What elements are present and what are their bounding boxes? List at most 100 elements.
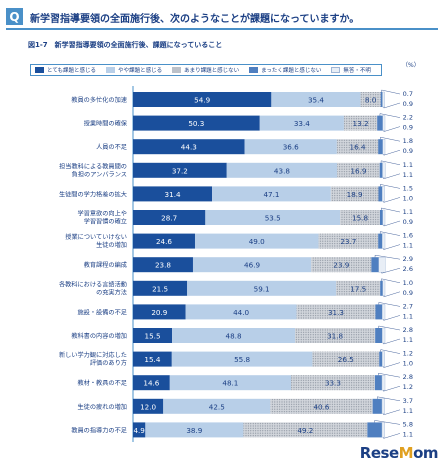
bar-segment — [382, 162, 386, 179]
bar-segment — [163, 398, 271, 414]
bar-segment — [318, 233, 379, 249]
data-label: 15.4 — [144, 355, 160, 364]
bar-segment — [133, 233, 195, 249]
bar-segment — [194, 233, 319, 249]
unit-label: （%） — [402, 62, 420, 69]
bar-segment — [259, 115, 344, 131]
bar-segment — [330, 186, 379, 202]
bar-segment — [185, 304, 297, 320]
category-label: 教員の多忙化の加速 — [71, 96, 127, 104]
bar-segment — [382, 209, 386, 226]
leader-line — [380, 231, 401, 236]
bar-segment — [379, 351, 383, 367]
leader-line — [374, 420, 401, 425]
bar-segment — [378, 257, 386, 273]
data-label: 59.1 — [254, 284, 270, 293]
data-label-noanswer: 1.1 — [403, 242, 413, 250]
legend-swatch-somewhat — [106, 67, 116, 73]
data-label-none: 1.0 — [403, 279, 413, 287]
category-label: 授業についていけない — [65, 233, 127, 241]
data-label: 33.4 — [294, 119, 310, 128]
data-label-noanswer: 1.2 — [403, 383, 413, 391]
data-label: 21.5 — [152, 284, 168, 293]
data-label-none: 1.5 — [403, 184, 413, 192]
bar-segment — [291, 375, 375, 391]
chart-legend: とても課題と感じる やや課題と感じる あまり課題と感じない まったく課題と感じな… — [30, 64, 382, 76]
bar-segment — [382, 233, 386, 249]
data-label: 16.4 — [350, 143, 366, 152]
category-label: 人員の不足 — [96, 144, 127, 151]
leader-line — [383, 315, 401, 321]
leader-line — [381, 207, 401, 213]
data-label-none: 2.2 — [403, 114, 413, 122]
legend-item: 無答・不明 — [331, 66, 371, 74]
bar-segment — [374, 375, 382, 391]
category-label: 各教科における言語活動 — [59, 280, 127, 288]
data-label: 23.8 — [155, 261, 171, 270]
data-label-noanswer: 1.1 — [403, 407, 413, 415]
bar-segment — [271, 92, 361, 107]
bar-segment — [169, 375, 292, 391]
header-divider — [6, 28, 438, 30]
data-label: 15.5 — [145, 332, 161, 341]
leader-line — [374, 254, 401, 260]
bar-segment — [375, 328, 383, 343]
legend-label: とても課題と感じる — [47, 68, 97, 74]
data-label: 48.8 — [226, 332, 242, 341]
data-label-none: 1.2 — [403, 350, 413, 358]
data-label-none: 0.7 — [403, 90, 413, 98]
leader-line — [383, 409, 401, 416]
legend-label: まったく課題と感じない — [261, 68, 322, 74]
leader-line — [383, 291, 401, 298]
legend-swatch-noanswer — [331, 67, 341, 73]
data-label: 23.9 — [333, 261, 349, 270]
bar-segment — [343, 115, 378, 131]
data-label-none: 5.8 — [403, 420, 413, 428]
bar-segment — [226, 162, 338, 178]
data-label-noanswer: 2.6 — [403, 265, 413, 273]
leader-line — [381, 268, 401, 274]
legend-swatch-none — [249, 67, 259, 73]
data-label: 14.6 — [143, 379, 159, 388]
bar-segment — [133, 304, 186, 320]
leader-line — [383, 386, 401, 392]
data-label: 35.4 — [308, 96, 324, 105]
bar-segment — [378, 233, 383, 249]
bar-segment — [379, 210, 383, 225]
bar-segment — [382, 91, 385, 108]
question-badge: Q — [6, 8, 23, 25]
bar-segment — [367, 422, 382, 438]
leader-line — [383, 150, 401, 156]
category-label: 教育課程の編成 — [84, 261, 127, 269]
bar-segment — [378, 139, 383, 155]
leader-line — [383, 362, 401, 368]
category-label: 授業時間の確保 — [84, 120, 128, 128]
bar-segment — [133, 375, 170, 391]
data-label: 26.5 — [338, 355, 354, 364]
leader-line — [379, 113, 401, 118]
data-label: 31.8 — [327, 332, 343, 341]
leader-line — [380, 160, 401, 165]
data-label-none: 1.1 — [403, 161, 413, 169]
legend-item: やや課題と感じる — [106, 66, 162, 74]
data-label-none: 2.7 — [403, 302, 413, 310]
bar-segment — [381, 398, 385, 414]
data-label-none: 1.6 — [403, 232, 413, 240]
bar-segment — [172, 328, 296, 343]
bar-segment — [133, 422, 146, 438]
data-label: 42.5 — [209, 402, 225, 411]
leader-line — [381, 278, 401, 283]
bar-segment — [375, 304, 383, 320]
bar-segment — [133, 210, 206, 225]
data-label: 49.0 — [249, 237, 265, 246]
category-label: 教材・教具の不足 — [78, 379, 128, 387]
bar-segment — [133, 186, 213, 202]
bar-segment — [171, 351, 313, 367]
data-label: 8.0 — [365, 96, 377, 105]
bar-segment — [295, 328, 376, 343]
bar-segment — [311, 257, 372, 273]
bar-segment — [336, 139, 379, 155]
leader-line — [377, 396, 401, 401]
category-label: 担当教科による教員間の — [59, 162, 127, 170]
